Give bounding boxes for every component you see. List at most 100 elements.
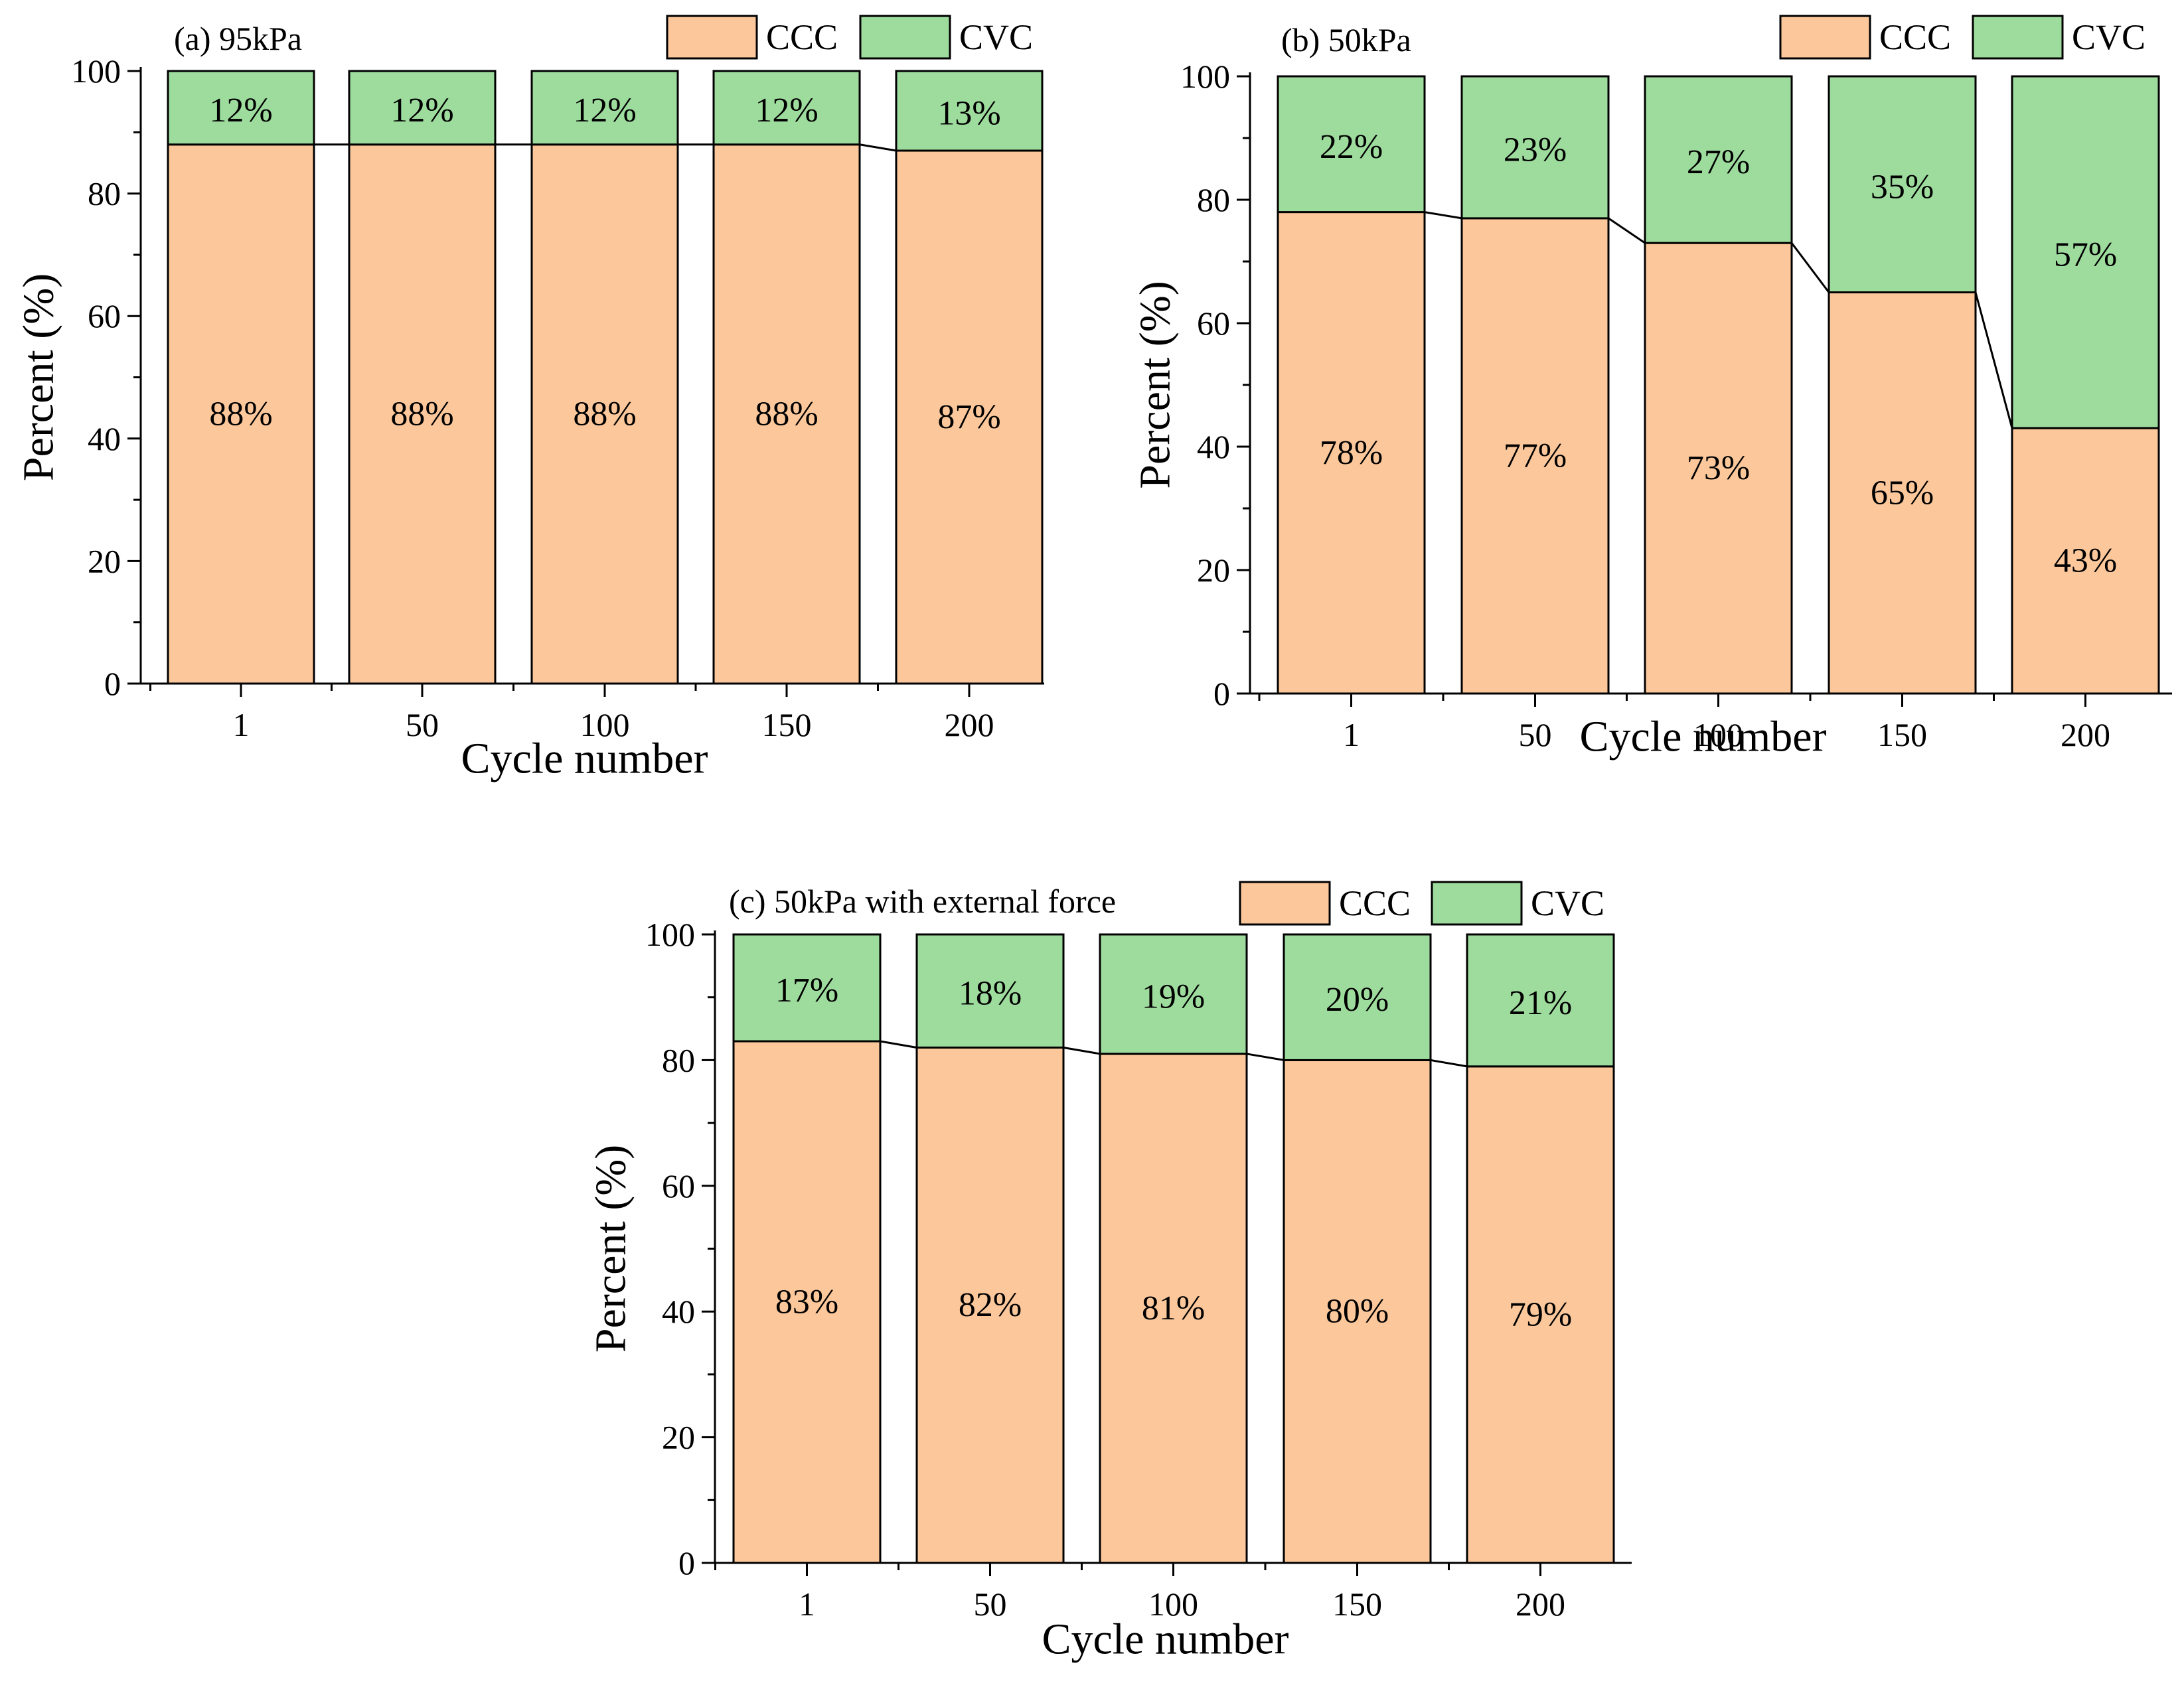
connector-line: [1608, 217, 1646, 244]
y-tick-label: 40: [662, 1293, 695, 1330]
y-tick-label: 0: [1213, 675, 1230, 712]
bar-cvc-1: [167, 70, 315, 146]
bar-cvc-200: [895, 70, 1044, 152]
connector-line: [1974, 292, 2013, 429]
legend-swatch-ccc: [1239, 881, 1331, 926]
y-tick-label: 80: [88, 175, 121, 212]
value-label-ccc-1: 88%: [209, 395, 272, 433]
x-tick-label-150: 150: [762, 706, 812, 743]
bar-cvc-200: [1466, 933, 1615, 1068]
value-label-cvc-100: 12%: [573, 92, 636, 129]
x-tick-label-100: 100: [580, 706, 630, 743]
value-label-ccc-100: 73%: [1687, 449, 1750, 487]
x-tick-label-100: 100: [1148, 1585, 1198, 1623]
legend-label-cvc: CVC: [959, 17, 1033, 57]
value-label-cvc-50: 23%: [1504, 131, 1567, 169]
x-tick-label-50: 50: [1519, 716, 1552, 753]
value-label-ccc-150: 65%: [1871, 474, 1934, 512]
legend-label-ccc: CCC: [1339, 883, 1411, 923]
bar-cvc-50: [348, 70, 497, 146]
x-tick-label-100: 100: [1693, 716, 1743, 753]
value-label-cvc-1: 22%: [1320, 128, 1383, 166]
value-label-cvc-200: 21%: [1509, 984, 1572, 1022]
value-label-ccc-200: 87%: [937, 398, 1000, 436]
value-label-cvc-150: 35%: [1871, 168, 1934, 206]
value-label-ccc-1: 78%: [1320, 434, 1383, 472]
x-tick-label-50: 50: [406, 706, 439, 743]
x-tick-label-200: 200: [1516, 1585, 1565, 1623]
y-tick-label: 80: [662, 1041, 695, 1078]
connector-line: [1430, 1059, 1468, 1068]
y-axis-title: Percent (%): [15, 273, 63, 481]
connector-line: [1424, 211, 1462, 220]
y-tick-label: 60: [88, 297, 121, 334]
y-tick-label: 20: [88, 542, 121, 579]
value-label-ccc-50: 88%: [390, 395, 453, 433]
bar-cvc-100: [530, 70, 679, 146]
legend-label-ccc: CCC: [766, 17, 838, 57]
bar-ccc-1: [1277, 211, 1426, 695]
bar-ccc-100: [530, 143, 679, 685]
x-tick-label-1: 1: [233, 706, 250, 743]
x-tick-label-150: 150: [1877, 716, 1927, 753]
panel-title: (b) 50kPa: [1281, 21, 1411, 58]
legend-swatch-ccc: [666, 15, 758, 60]
value-label-cvc-200: 57%: [2054, 236, 2117, 274]
connector-line: [1790, 242, 1830, 293]
y-tick-label: 0: [678, 1544, 695, 1581]
legend-swatch-cvc: [1972, 15, 2064, 60]
panel-b: 78% 22% 77% 23% 73% 27% 65% 35% 43% 57% 0 20 40 60 80 1…: [1131, 15, 2172, 761]
x-tick-label-200: 200: [945, 706, 994, 743]
y-tick-label: 20: [662, 1419, 695, 1456]
bar-cvc-200: [2011, 75, 2160, 429]
bar-cvc-100: [1644, 75, 1793, 244]
y-tick-label: 20: [1197, 551, 1230, 589]
y-axis-title: Percent (%): [587, 1145, 635, 1353]
value-label-cvc-100: 27%: [1687, 143, 1750, 181]
connector-line: [1246, 1053, 1285, 1061]
bar-cvc-1: [1277, 75, 1426, 214]
bar-ccc-200: [1466, 1065, 1615, 1564]
bar-cvc-50: [1460, 75, 1610, 220]
value-label-ccc-50: 77%: [1504, 437, 1567, 475]
bar-ccc-100: [1644, 242, 1793, 695]
y-tick-label: 0: [104, 665, 121, 702]
y-tick-label: 80: [1197, 181, 1230, 218]
value-label-cvc-150: 12%: [755, 92, 818, 129]
bar-ccc-1: [167, 143, 315, 685]
legend-swatch-ccc: [1779, 15, 1871, 60]
y-tick-label: 40: [1197, 428, 1230, 465]
panel-a: 88% 12% 88% 12% 88% 12% 88% 12% 87% 13% 0 20 40 60 80 1…: [15, 15, 1044, 783]
bar-cvc-50: [915, 933, 1065, 1049]
connector-line: [859, 143, 897, 152]
x-tick-label-1: 1: [799, 1585, 815, 1623]
value-label-cvc-50: 18%: [959, 975, 1022, 1013]
bar-ccc-150: [1828, 291, 1977, 695]
y-tick-label: 100: [645, 916, 695, 953]
panel-c: 83% 17% 82% 18% 81% 19% 80% 20% 79% 21% 0 20 40 60 80 1…: [587, 881, 1632, 1664]
x-axis-title: Cycle number: [461, 735, 708, 783]
panel-title: (c) 50kPa with external force: [729, 883, 1116, 920]
x-tick-label-1: 1: [1343, 716, 1360, 753]
value-label-cvc-1: 17%: [775, 972, 838, 1009]
legend-label-cvc: CVC: [1531, 883, 1604, 923]
bar-ccc-50: [1460, 217, 1610, 695]
value-label-cvc-50: 12%: [390, 92, 453, 129]
y-tick-label: 100: [71, 52, 121, 90]
value-label-ccc-50: 82%: [959, 1286, 1022, 1324]
value-label-cvc-1: 12%: [209, 92, 272, 129]
y-tick-label: 60: [662, 1167, 695, 1205]
bar-ccc-1: [732, 1040, 882, 1564]
value-label-ccc-200: 79%: [1509, 1295, 1572, 1333]
bar-ccc-200: [2011, 427, 2160, 695]
legend-label-cvc: CVC: [2072, 17, 2145, 57]
value-label-ccc-150: 88%: [755, 395, 818, 433]
bar-cvc-150: [712, 70, 861, 146]
value-label-cvc-200: 13%: [937, 94, 1000, 132]
legend-label-ccc: CCC: [1879, 17, 1951, 57]
bar-cvc-150: [1283, 933, 1432, 1061]
y-tick-label: 100: [1180, 58, 1230, 95]
y-tick-label: 40: [88, 420, 121, 457]
value-label-ccc-200: 43%: [2054, 542, 2117, 580]
